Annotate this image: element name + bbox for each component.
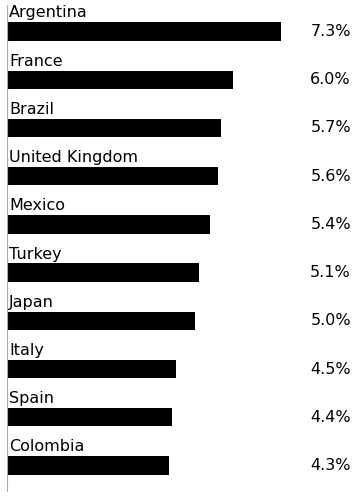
Bar [7,263,199,282]
Text: United Kingdom: United Kingdom [9,150,138,165]
Text: 4.3%: 4.3% [310,458,351,473]
Text: France: France [9,54,63,69]
Text: 5.6%: 5.6% [310,168,351,184]
Text: Argentina: Argentina [9,5,88,20]
Bar [7,167,217,185]
Text: 7.3%: 7.3% [310,24,351,39]
Text: 5.1%: 5.1% [310,265,351,280]
Text: Turkey: Turkey [9,247,62,261]
Bar [7,408,172,426]
Text: 4.4%: 4.4% [310,410,351,425]
Bar [7,215,210,234]
Text: Colombia: Colombia [9,439,85,454]
Bar [7,312,195,330]
Text: 6.0%: 6.0% [310,72,351,87]
Text: 4.5%: 4.5% [310,361,351,377]
Bar [7,360,176,378]
Text: Japan: Japan [9,295,54,310]
Text: 5.7%: 5.7% [310,120,351,136]
Text: Italy: Italy [9,343,44,358]
Bar [7,456,169,475]
Text: 5.0%: 5.0% [310,313,351,329]
Text: Spain: Spain [9,391,54,406]
Text: Mexico: Mexico [9,198,65,213]
Bar [7,22,282,41]
Bar [7,119,221,137]
Text: 5.4%: 5.4% [310,217,351,232]
Text: Brazil: Brazil [9,102,54,117]
Bar [7,71,233,89]
